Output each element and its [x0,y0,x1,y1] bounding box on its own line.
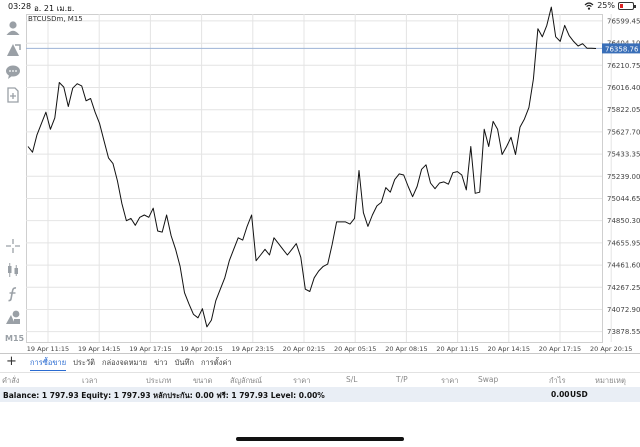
status-right: 25% [584,1,636,10]
chat-icon[interactable] [5,64,21,80]
column-header-0[interactable]: คำสั่ง [2,376,20,385]
x-tick-label-6: 20 Apr 05:15 [334,345,376,353]
x-tick-label-3: 19 Apr 20:15 [180,345,222,353]
x-tick-label-8: 20 Apr 11:15 [436,345,478,353]
wifi-icon [584,1,594,10]
y-tick-label-5: 75627.70 [607,128,640,136]
x-tick-label-5: 20 Apr 02:15 [283,345,325,353]
current-price-tag [602,43,640,54]
tab-4[interactable]: บันทึก [174,358,195,367]
x-tick-label-9: 20 Apr 14:15 [488,345,530,353]
battery-percent: 25% [597,1,615,10]
terminal-tabs: การซื้อขาย ประวัติ กล่องจดหมาย ข่าว บันทึก กา… [30,357,232,371]
x-tick-label-0: 19 Apr 11:15 [27,345,69,353]
x-tick-label-2: 19 Apr 17:15 [129,345,171,353]
x-tick-label-10: 20 Apr 17:15 [539,345,581,353]
y-tick-label-4: 75822.05 [607,106,640,114]
symbol-label: BTCUSDm, M15 [28,15,83,23]
column-header-1[interactable]: เวลา [82,376,98,385]
price-chart[interactable]: 76599.4576404.1076210.7576016.4075822.05… [26,0,640,356]
status-time: 03:28 [8,2,32,11]
status-bar: 03:28 อ. 21 เม.ย. 25% [0,0,640,14]
tab-5[interactable]: การตั้งค่า [201,358,232,367]
y-tick-label-12: 74267.25 [607,284,640,292]
column-header-6[interactable]: S/L [346,375,358,384]
y-tick-label-0: 76599.45 [607,17,640,25]
crosshair-icon[interactable] [5,238,21,254]
column-header-11[interactable]: หมายเหตุ [595,376,626,385]
trade-icon[interactable] [5,42,21,58]
shapes-icon[interactable] [5,309,21,325]
column-header-7[interactable]: T/P [396,375,408,384]
y-tick-label-3: 76016.40 [607,84,640,92]
balance-text: Balance: 1 797.93 Equity: 1 797.93 หลักป… [3,391,325,400]
tab-2[interactable]: กล่องจดหมาย [102,358,148,367]
home-indicator [236,437,404,441]
y-tick-label-2: 76210.75 [607,62,640,70]
status-date: อ. 21 เม.ย. [34,4,75,13]
y-tick-label-11: 74461.60 [607,262,640,270]
y-tick-label-9: 74850.30 [607,217,640,225]
column-header-10[interactable]: กำไร [549,376,566,385]
y-tick-label-13: 74072.90 [607,306,640,314]
y-tick-label-10: 74655.95 [607,239,640,247]
y-tick-label-14: 73878.55 [607,328,640,336]
left-toolbar: M15 [0,14,26,356]
y-tick-label-8: 75044.65 [607,195,640,203]
x-tick-label-4: 19 Apr 23:15 [232,345,274,353]
timeframe-label[interactable]: M15 [5,334,25,343]
add-file-icon[interactable] [5,87,21,103]
add-order-button[interactable]: + [6,354,17,369]
balance-bar: Balance: 1 797.93 Equity: 1 797.93 หลักป… [0,387,640,402]
user-icon[interactable] [5,20,21,36]
function-icon[interactable] [5,286,21,302]
column-header-9[interactable]: Swap [478,375,499,384]
account-currency: USD [570,390,588,399]
total-profit: 0.00 [551,390,570,399]
x-tick-label-7: 20 Apr 08:15 [385,345,427,353]
orders-table-header: คำสั่ง เวลา ประเภท ขนาด สัญลักษณ์ ราคา S/L T/P ร… [0,372,640,386]
y-tick-label-7: 75239.00 [607,173,640,181]
candles-icon[interactable] [5,262,21,278]
column-header-4[interactable]: สัญลักษณ์ [230,376,263,385]
price-series-line [27,6,597,328]
column-header-2[interactable]: ประเภท [146,376,172,385]
plot-frame [26,14,603,343]
column-header-5[interactable]: ราคา [293,376,311,385]
x-tick-label-11: 20 Apr 20:15 [590,345,632,353]
current-price-value: 76358.76 [605,45,639,53]
tab-0[interactable]: การซื้อขาย [30,357,67,371]
x-tick-label-1: 19 Apr 14:15 [78,345,120,353]
y-tick-label-6: 75433.35 [607,151,640,159]
battery-icon [618,1,636,10]
column-header-8[interactable]: ราคา [441,376,459,385]
bottom-tab-bar: + การซื้อขาย ประวัติ กล่องจดหมาย ข่าว บันทึก… [0,353,640,371]
chart-canvas[interactable]: 76599.4576404.1076210.7576016.4075822.05… [26,0,640,356]
tab-1[interactable]: ประวัติ [73,358,96,367]
column-header-3[interactable]: ขนาด [193,376,213,385]
tab-3[interactable]: ข่าว [154,358,168,367]
